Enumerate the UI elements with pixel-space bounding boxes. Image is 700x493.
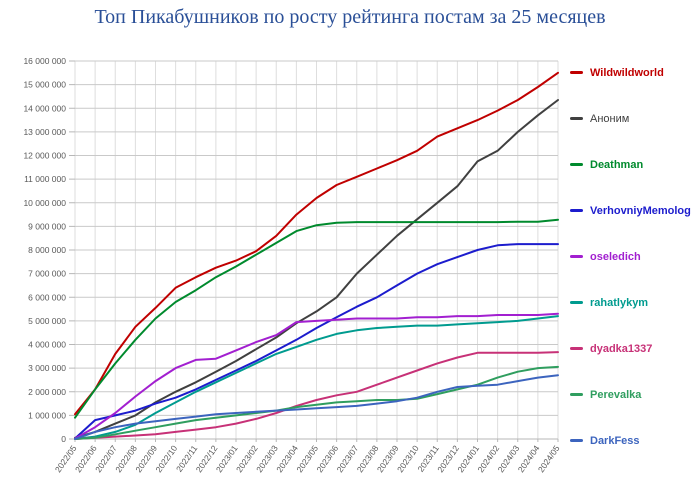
legend-item-VerhovniyMemolog: VerhovniyMemolog xyxy=(570,204,691,217)
y-tick-label: 13 000 000 xyxy=(23,127,66,137)
legend-line-swatch xyxy=(570,347,583,350)
y-tick-label: 6 000 000 xyxy=(28,292,66,302)
y-tick-label: 14 000 000 xyxy=(23,103,66,113)
y-tick-label: 1 000 000 xyxy=(28,410,66,420)
y-tick-label: 10 000 000 xyxy=(23,198,66,208)
y-tick-label: 0 xyxy=(61,434,66,444)
y-tick-label: 8 000 000 xyxy=(28,245,66,255)
legend-label: dyadka1337 xyxy=(590,342,653,355)
legend-item-Perevalka: Perevalka xyxy=(570,388,641,401)
y-tick-label: 4 000 000 xyxy=(28,340,66,350)
legend-item-Deathman: Deathman xyxy=(570,158,643,171)
y-tick-label: 3 000 000 xyxy=(28,363,66,373)
legend-label: Аноним xyxy=(590,112,630,125)
series-line-Perevalka xyxy=(74,365,559,440)
legend-label: VerhovniyMemolog xyxy=(590,204,691,217)
series-line-Аноним xyxy=(74,99,559,439)
legend-item-DarkFess: DarkFess xyxy=(570,434,640,447)
series-line-rahatlykym xyxy=(74,315,559,440)
legend-label: Wildwildworld xyxy=(590,66,664,79)
legend: Wildwildworld Аноним Deathman VerhovniyMemo… xyxy=(570,0,700,493)
y-tick-label: 12 000 000 xyxy=(23,151,66,161)
legend-line-swatch xyxy=(570,71,583,74)
legend-line-swatch xyxy=(570,209,583,212)
y-tick-label: 9 000 000 xyxy=(28,221,66,231)
y-tick-label: 7 000 000 xyxy=(28,269,66,279)
y-tick-label: 5 000 000 xyxy=(28,316,66,326)
legend-line-swatch xyxy=(570,117,583,120)
legend-line-swatch xyxy=(570,301,583,304)
series-line-Wildwildworld xyxy=(74,71,559,416)
legend-item-Wildwildworld: Wildwildworld xyxy=(570,66,664,79)
legend-label: Perevalka xyxy=(590,388,642,401)
y-tick-label: 11 000 000 xyxy=(24,174,66,184)
y-tick-label: 16 000 000 xyxy=(23,56,66,66)
legend-label: Deathman xyxy=(590,158,644,171)
legend-label: rahatlykym xyxy=(590,296,649,309)
legend-line-swatch xyxy=(570,393,583,396)
y-tick-label: 2 000 000 xyxy=(28,387,66,397)
legend-label: DarkFess xyxy=(590,434,640,447)
series-line-DarkFess xyxy=(74,374,559,440)
legend-item-rahatlykym: rahatlykym xyxy=(570,296,648,309)
y-tick-label: 15 000 000 xyxy=(23,80,66,90)
legend-label: oseledich xyxy=(590,250,641,263)
series-line-oseledich xyxy=(74,312,559,440)
legend-item-Аноним: Аноним xyxy=(570,112,629,125)
legend-line-swatch xyxy=(570,255,583,258)
series-line-Deathman xyxy=(74,218,559,419)
x-tick-label: 2024/05 xyxy=(536,443,562,474)
legend-item-oseledich: oseledich xyxy=(570,250,641,263)
series-line-VerhovniyMemolog xyxy=(74,243,559,440)
chart-title: Топ Пикабушников по росту рейтинга поста… xyxy=(94,6,606,28)
series-line-dyadka1337 xyxy=(74,351,559,440)
legend-line-swatch xyxy=(570,163,583,166)
legend-item-dyadka1337: dyadka1337 xyxy=(570,342,652,355)
legend-line-swatch xyxy=(570,439,583,442)
